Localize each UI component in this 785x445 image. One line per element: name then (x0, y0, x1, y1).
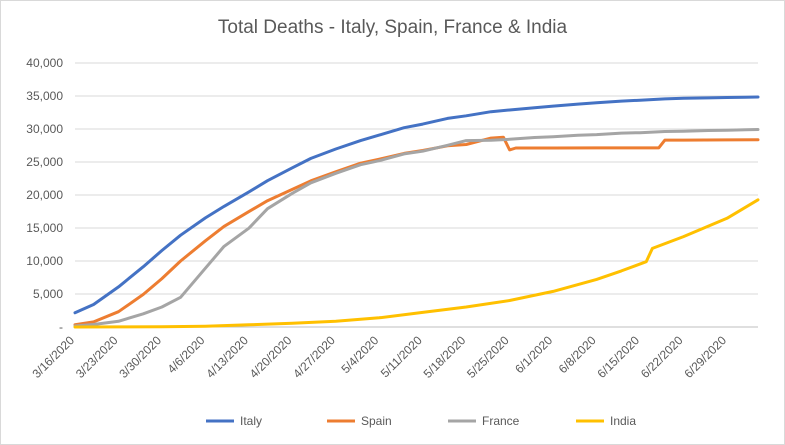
y-tick-label: 40,000 (26, 56, 63, 70)
y-tick-label: 5,000 (33, 287, 63, 301)
chart-title: Total Deaths - Italy, Spain, France & In… (217, 17, 568, 38)
x-tick-label: 6/8/2020 (556, 333, 599, 376)
legend-item-france: France (448, 414, 520, 428)
legend-label: Italy (240, 414, 262, 428)
x-tick-label: 6/29/2020 (681, 333, 729, 381)
legend-item-italy: Italy (206, 414, 262, 428)
y-tick-label: - (59, 320, 63, 334)
series-lines (73, 95, 760, 329)
x-tick-label: 4/20/2020 (247, 333, 295, 381)
x-tick-label: 3/30/2020 (116, 333, 164, 381)
x-tick-label: 6/1/2020 (512, 333, 555, 376)
x-tick-label: 5/25/2020 (464, 333, 512, 381)
series-line-spain (73, 135, 760, 327)
legend-label: India (610, 414, 636, 428)
y-tick-label: 20,000 (26, 188, 63, 202)
x-tick-label: 5/18/2020 (421, 333, 469, 381)
x-tick-label: 4/6/2020 (165, 333, 208, 376)
x-tick-label: 5/11/2020 (378, 333, 425, 380)
x-tick-label: 3/16/2020 (29, 333, 77, 381)
gridlines (75, 62, 758, 328)
x-tick-label: 6/22/2020 (638, 333, 686, 381)
x-tick-label: 5/4/2020 (338, 333, 381, 376)
legend-label: Spain (361, 414, 392, 428)
x-tick-label: 4/13/2020 (203, 333, 251, 381)
x-tick-label: 4/27/2020 (290, 333, 338, 381)
series-line-france (73, 128, 760, 328)
chart-legend: Italy Spain France India (206, 414, 636, 428)
legend-item-spain: Spain (327, 414, 392, 428)
x-tick-label: 6/15/2020 (594, 333, 642, 381)
y-tick-label: 15,000 (26, 221, 63, 235)
y-tick-label: 10,000 (26, 254, 63, 268)
x-tick-label: 3/23/2020 (73, 333, 121, 381)
legend-item-india: India (576, 414, 636, 428)
y-tick-label: 35,000 (26, 89, 63, 103)
y-tick-label: 25,000 (26, 155, 63, 169)
y-tick-label: 30,000 (26, 122, 63, 136)
legend-label: France (482, 414, 520, 428)
y-axis-labels: - 5,000 10,000 15,000 20,000 25,000 30,000 35,0… (26, 56, 63, 334)
series-line-india (73, 198, 760, 329)
series-line-italy (73, 95, 760, 315)
